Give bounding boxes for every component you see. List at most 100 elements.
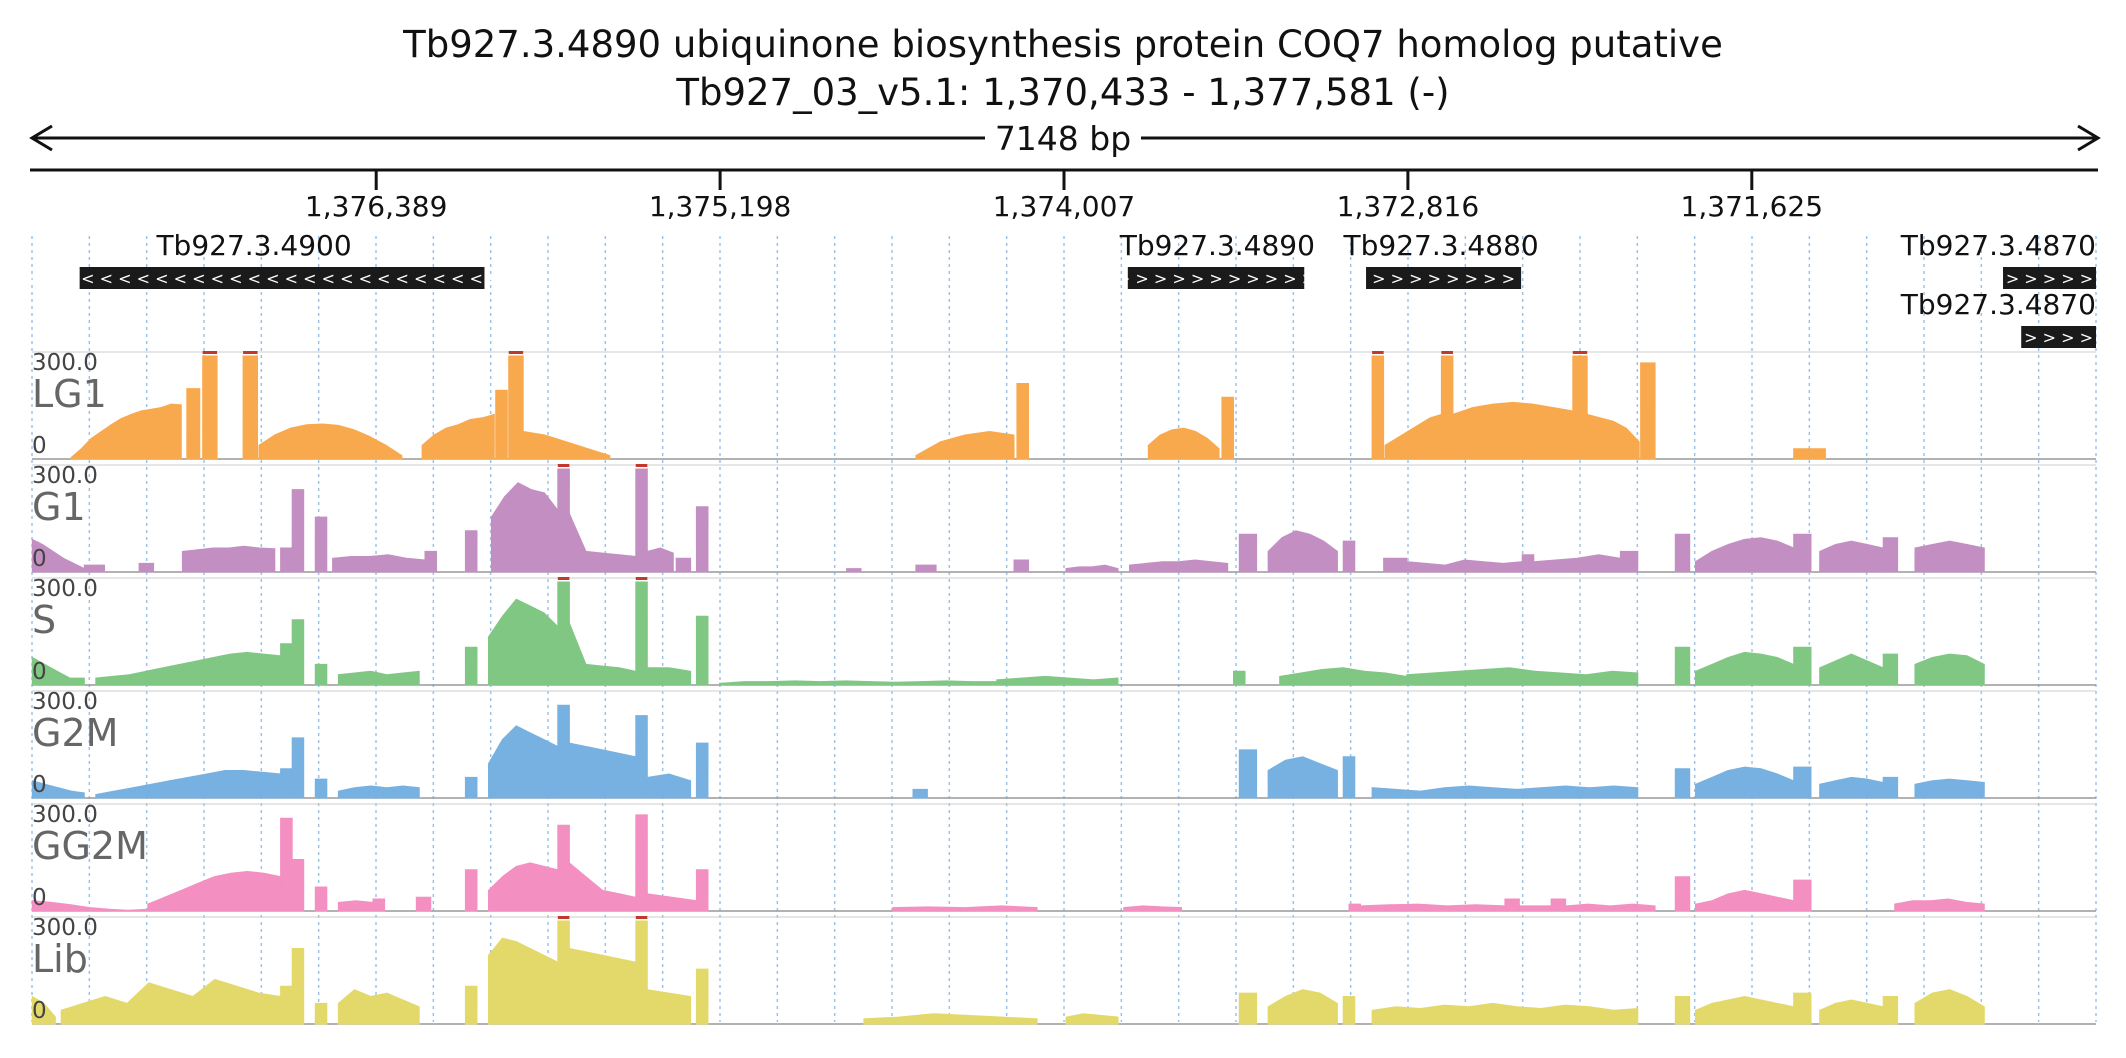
coverage-area xyxy=(464,985,478,1025)
gene-label: Tb927.3.4890 xyxy=(1119,229,1315,262)
coverage-area xyxy=(912,788,928,799)
coverage-area xyxy=(337,670,420,686)
clip-marker xyxy=(1372,351,1384,354)
track-g1: 300.0 0 G1 xyxy=(31,463,2096,573)
coverage-area xyxy=(70,403,182,460)
coverage-area xyxy=(487,862,559,912)
gene-label: Tb927.3.4870 xyxy=(1900,288,2096,321)
coverage-area xyxy=(1694,651,1795,686)
coverage-area xyxy=(1694,766,1795,799)
coverage-area xyxy=(291,489,305,573)
coverage-area xyxy=(1894,898,1985,912)
coverage-area xyxy=(1221,396,1235,460)
span-arrow-left xyxy=(29,124,53,152)
track-name: G1 xyxy=(32,485,86,529)
coverage-area xyxy=(557,468,570,573)
track-name: S xyxy=(32,598,56,642)
coverage-area xyxy=(1123,905,1183,912)
coverage-area xyxy=(258,423,403,460)
coverage-area xyxy=(695,742,709,799)
chart-title: Tb927.3.4890 ubiquinone biosynthesis pro… xyxy=(403,23,1723,66)
coverage-area xyxy=(568,623,637,686)
clip-marker xyxy=(1441,351,1453,354)
coverage-area xyxy=(1565,903,1656,912)
coverage-area xyxy=(1342,756,1356,799)
coverage-area xyxy=(557,581,570,686)
coverage-area xyxy=(1674,646,1691,686)
coverage-area xyxy=(695,869,709,912)
track-max-label: 300.0 xyxy=(32,350,98,376)
coverage-area xyxy=(522,430,611,460)
coverage-area xyxy=(646,667,692,686)
coverage-area xyxy=(291,737,305,799)
axis-tick-label: 1,372,816 xyxy=(1337,190,1480,223)
chart-subtitle: Tb927_03_v5.1: 1,370,433 - 1,377,581 (-) xyxy=(676,71,1450,114)
coverage-area xyxy=(1238,992,1258,1025)
coverage-area xyxy=(138,562,155,573)
coverage-area xyxy=(863,1013,1038,1025)
coverage-area xyxy=(1238,533,1258,573)
coverage-area xyxy=(1674,533,1691,573)
coverage-area xyxy=(635,715,648,799)
coverage-area xyxy=(1882,537,1899,573)
coverage-area xyxy=(1452,401,1574,460)
track-lg1: 300.0 0 LG1 xyxy=(32,350,2096,460)
coverage-area xyxy=(424,550,438,573)
gene-body xyxy=(1366,267,1522,289)
coverage-area xyxy=(31,995,56,1025)
coverage-area xyxy=(1586,413,1640,460)
coverage-area xyxy=(1882,776,1899,799)
gene-label: Tb927.3.4870 xyxy=(1900,229,2096,262)
clip-marker xyxy=(243,351,258,354)
coverage-area xyxy=(1914,540,1985,573)
coverage-area xyxy=(1793,879,1812,912)
clip-marker xyxy=(557,464,570,467)
coverage-area xyxy=(1128,559,1229,573)
coverage-area xyxy=(1518,905,1552,912)
track-gg2m: 300.0 0 GG2M xyxy=(31,802,2096,912)
coverage-area xyxy=(1232,670,1246,686)
coverage-area xyxy=(495,389,508,460)
coverage-area xyxy=(1147,427,1220,460)
coverage-area xyxy=(1819,776,1884,799)
coverage-area xyxy=(1793,766,1812,799)
coverage-area xyxy=(60,978,282,1025)
coverage-area xyxy=(1016,383,1030,460)
coverage-area xyxy=(242,355,259,460)
gene-strand-arrows: > > > > > xyxy=(2006,269,2093,288)
coordinate-axis: 1,376,389 1,375,198 1,374,007 1,372,816 1,37… xyxy=(30,168,2098,223)
coverage-area xyxy=(280,817,293,912)
coverage-area xyxy=(1694,889,1795,912)
coverage-area xyxy=(421,413,495,460)
coverage-area xyxy=(1819,653,1884,686)
grid-lines xyxy=(31,236,2097,1022)
gene-strand-arrows: > > > > > > > > > > xyxy=(1354,269,1534,288)
clip-marker xyxy=(557,916,570,919)
coverage-area xyxy=(1279,667,1408,686)
coverage-area xyxy=(1342,996,1356,1025)
track-min-label: 0 xyxy=(32,998,47,1024)
coverage-area xyxy=(464,646,478,686)
coverage-area xyxy=(646,773,692,799)
track-min-label: 0 xyxy=(32,885,47,911)
coverage-area xyxy=(1819,540,1884,573)
coverage-area xyxy=(1238,749,1258,799)
coverage-area xyxy=(646,893,697,912)
coverage-area xyxy=(186,388,201,460)
coverage-area xyxy=(1793,992,1812,1025)
coverage-area xyxy=(1440,355,1454,460)
clip-marker xyxy=(635,916,648,919)
coverage-area xyxy=(695,968,709,1025)
track-max-label: 300.0 xyxy=(32,915,98,941)
coverage-area xyxy=(314,663,328,686)
track-name: G2M xyxy=(32,711,118,755)
coverage-area xyxy=(1694,537,1795,573)
span-length-label: 7148 bp xyxy=(995,119,1131,158)
coverage-area xyxy=(1267,756,1338,799)
coverage-area xyxy=(557,920,570,1025)
coverage-area xyxy=(1406,667,1639,686)
coverage-area xyxy=(83,564,106,573)
coverage-area xyxy=(675,557,692,573)
coverage-area xyxy=(337,989,420,1025)
